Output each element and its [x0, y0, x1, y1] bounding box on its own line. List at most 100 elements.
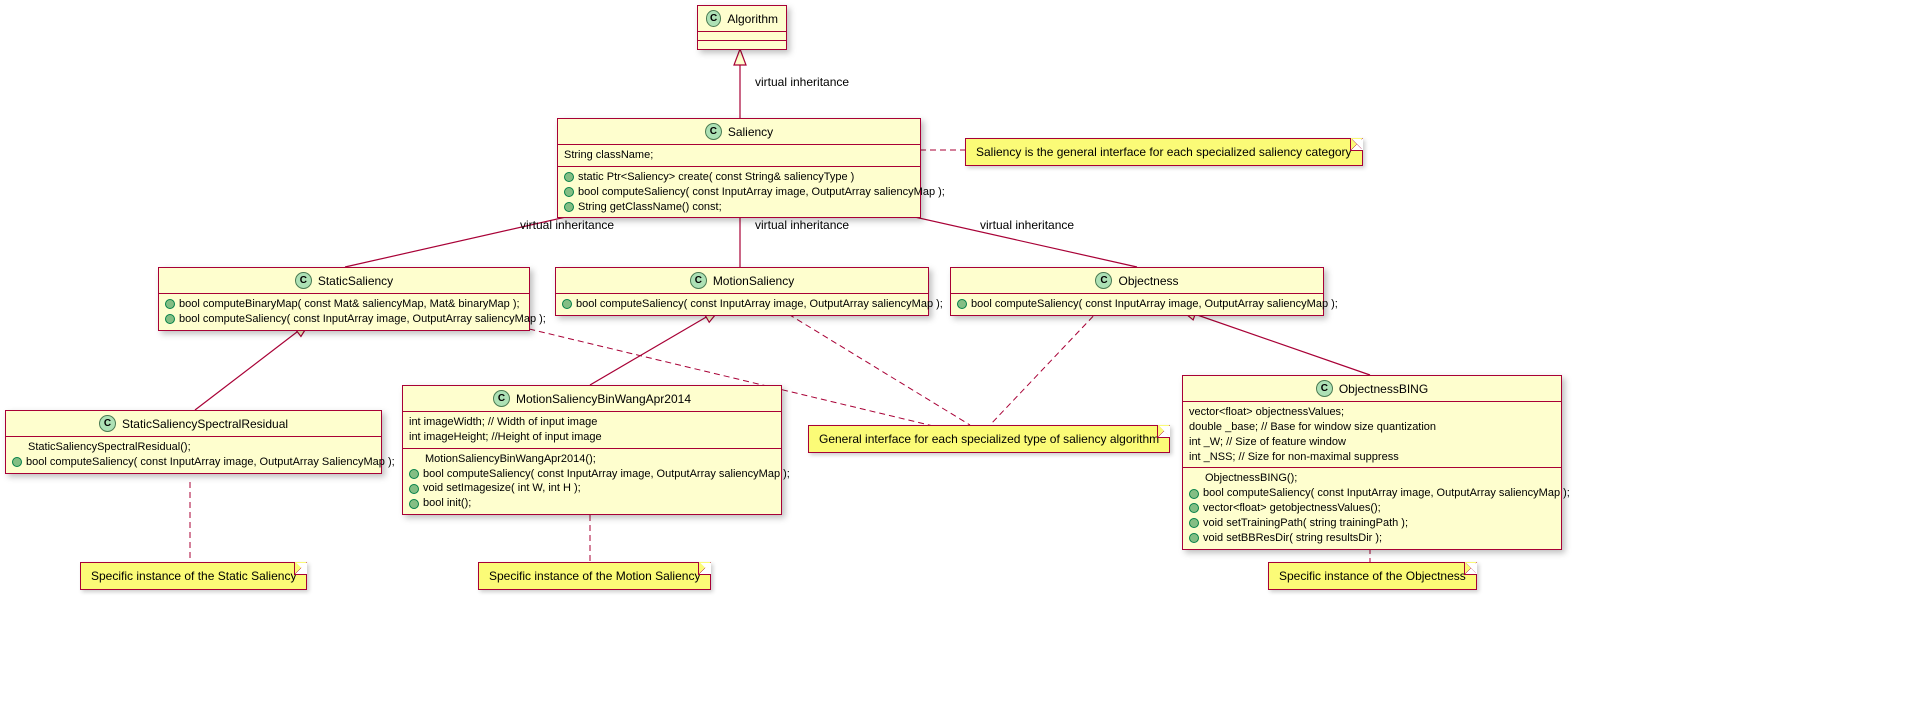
note-text: General interface for each specialized t…: [819, 432, 1159, 446]
class-header: C MotionSaliency: [556, 268, 928, 294]
class-name: StaticSaliency: [318, 274, 393, 288]
note-fold-icon: [1350, 138, 1363, 151]
class-header: C Objectness: [951, 268, 1323, 294]
attr: String className;: [564, 148, 914, 163]
class-motion-saliency: C MotionSaliency bool computeSaliency( c…: [555, 267, 929, 316]
method: bool computeSaliency( const InputArray i…: [165, 312, 523, 327]
note-fold-icon: [1464, 562, 1477, 575]
class-icon: C: [705, 123, 722, 140]
class-attrs: int imageWidth; // Width of input image …: [403, 412, 781, 449]
note-fold-icon: [294, 562, 307, 575]
label-virtual-inheritance-3: virtual inheritance: [755, 218, 849, 232]
attr: double _base; // Base for window size qu…: [1189, 420, 1555, 435]
class-objectness: C Objectness bool computeSaliency( const…: [950, 267, 1324, 316]
public-icon: [1189, 518, 1199, 528]
class-name: StaticSaliencySpectralResidual: [122, 417, 288, 431]
class-static-saliency: C StaticSaliency bool computeBinaryMap( …: [158, 267, 530, 331]
attr: int imageHeight; //Height of input image: [409, 430, 775, 445]
note-fold-icon: [1157, 425, 1170, 438]
class-header: C Saliency: [558, 119, 920, 145]
class-name: ObjectnessBING: [1339, 382, 1428, 396]
class-header: C Algorithm: [698, 6, 786, 32]
method: ObjectnessBING();: [1189, 471, 1555, 486]
public-icon: [1189, 489, 1199, 499]
note-mid: General interface for each specialized t…: [808, 425, 1170, 453]
class-methods: static Ptr<Saliency> create( const Strin…: [558, 167, 920, 218]
public-icon: [564, 172, 574, 182]
class-methods: bool computeBinaryMap( const Mat& salien…: [159, 294, 529, 330]
class-header: C StaticSaliency: [159, 268, 529, 294]
class-attrs-empty: [698, 32, 786, 41]
class-methods: StaticSaliencySpectralResidual(); bool c…: [6, 437, 381, 473]
class-attrs: String className;: [558, 145, 920, 167]
label-virtual-inheritance-2: virtual inheritance: [520, 218, 614, 232]
method: bool computeSaliency( const InputArray i…: [409, 467, 775, 482]
class-header: C StaticSaliencySpectralResidual: [6, 411, 381, 437]
method: String getClassName() const;: [564, 200, 914, 215]
public-icon: [562, 299, 572, 309]
method: bool computeSaliency( const InputArray i…: [957, 297, 1317, 312]
class-icon: C: [690, 272, 707, 289]
note-obing: Specific instance of the Objectness: [1268, 562, 1477, 590]
method: bool computeSaliency( const InputArray i…: [564, 185, 914, 200]
class-obing: C ObjectnessBING vector<float> objectnes…: [1182, 375, 1562, 550]
public-icon: [1189, 503, 1199, 513]
class-icon: C: [1316, 380, 1333, 397]
class-methods: bool computeSaliency( const InputArray i…: [556, 294, 928, 315]
note-text: Specific instance of the Static Saliency: [91, 569, 296, 583]
class-name: MotionSaliencyBinWangApr2014: [516, 392, 691, 406]
public-icon: [12, 457, 22, 467]
class-name: MotionSaliency: [713, 274, 794, 288]
method: static Ptr<Saliency> create( const Strin…: [564, 170, 914, 185]
class-sssr: C StaticSaliencySpectralResidual StaticS…: [5, 410, 382, 474]
public-icon: [564, 187, 574, 197]
label-virtual-inheritance-4: virtual inheritance: [980, 218, 1074, 232]
method: void setTrainingPath( string trainingPat…: [1189, 516, 1555, 531]
public-icon: [409, 484, 419, 494]
class-icon: C: [493, 390, 510, 407]
class-name: Algorithm: [727, 12, 778, 26]
label-virtual-inheritance-1: virtual inheritance: [755, 75, 849, 89]
class-header: C ObjectnessBING: [1183, 376, 1561, 402]
class-msbw: C MotionSaliencyBinWangApr2014 int image…: [402, 385, 782, 515]
class-methods: MotionSaliencyBinWangApr2014(); bool com…: [403, 449, 781, 514]
class-icon: C: [99, 415, 116, 432]
method: StaticSaliencySpectralResidual();: [12, 440, 375, 455]
class-name: Objectness: [1118, 274, 1178, 288]
class-header: C MotionSaliencyBinWangApr2014: [403, 386, 781, 412]
class-methods-empty: [698, 41, 786, 49]
note-sssr: Specific instance of the Static Saliency: [80, 562, 307, 590]
attr: int imageWidth; // Width of input image: [409, 415, 775, 430]
method: void setBBResDir( string resultsDir );: [1189, 531, 1555, 546]
class-methods: ObjectnessBING(); bool computeSaliency( …: [1183, 468, 1561, 548]
method: bool init();: [409, 496, 775, 511]
note-saliency: Saliency is the general interface for ea…: [965, 138, 1363, 166]
public-icon: [1189, 533, 1199, 543]
public-icon: [957, 299, 967, 309]
note-msbw: Specific instance of the Motion Saliency: [478, 562, 711, 590]
method: bool computeBinaryMap( const Mat& salien…: [165, 297, 523, 312]
class-name: Saliency: [728, 125, 773, 139]
public-icon: [165, 299, 175, 309]
note-text: Saliency is the general interface for ea…: [976, 145, 1352, 159]
public-icon: [564, 202, 574, 212]
edges-layer: [0, 0, 1916, 722]
class-icon: C: [295, 272, 312, 289]
public-icon: [409, 499, 419, 509]
attr: vector<float> objectnessValues;: [1189, 405, 1555, 420]
method: void setImagesize( int W, int H );: [409, 481, 775, 496]
public-icon: [409, 469, 419, 479]
method: bool computeSaliency( const InputArray i…: [562, 297, 922, 312]
class-icon: C: [706, 10, 721, 27]
note-text: Specific instance of the Objectness: [1279, 569, 1466, 583]
class-saliency: C Saliency String className; static Ptr<…: [557, 118, 921, 218]
public-icon: [165, 314, 175, 324]
note-text: Specific instance of the Motion Saliency: [489, 569, 700, 583]
method: bool computeSaliency( const InputArray i…: [12, 455, 375, 470]
class-methods: bool computeSaliency( const InputArray i…: [951, 294, 1323, 315]
method: vector<float> getobjectnessValues();: [1189, 501, 1555, 516]
method: bool computeSaliency( const InputArray i…: [1189, 486, 1555, 501]
class-algorithm: C Algorithm: [697, 5, 787, 50]
method: MotionSaliencyBinWangApr2014();: [409, 452, 775, 467]
note-fold-icon: [698, 562, 711, 575]
